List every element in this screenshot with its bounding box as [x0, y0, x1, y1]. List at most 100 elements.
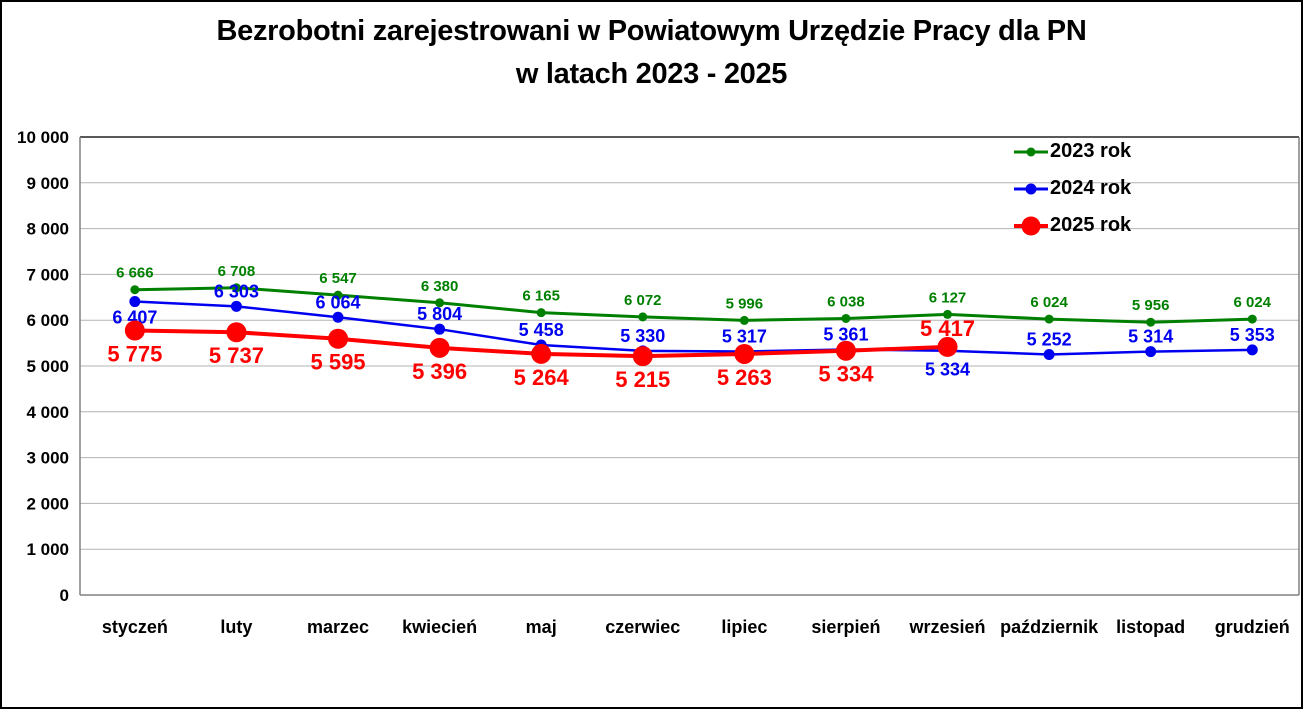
data-point-label: 5 330: [620, 326, 665, 346]
data-point: [124, 320, 145, 341]
chart-title: Bezrobotni zarejestrowani w Powiatowym U…: [2, 10, 1301, 96]
x-axis-tick-label: luty: [220, 617, 252, 637]
data-point: [536, 308, 546, 318]
data-point: [328, 328, 349, 349]
data-point: [429, 337, 450, 358]
x-axis-tick-label: czerwiec: [605, 617, 680, 637]
data-point-label: 5 353: [1230, 325, 1275, 345]
data-point-label: 5 264: [514, 365, 570, 390]
data-point-label: 6 024: [1233, 294, 1271, 311]
data-point-label: 6 666: [116, 265, 154, 282]
data-point: [1043, 348, 1055, 360]
data-point: [333, 290, 343, 300]
legend-item-2025: 2025 rok: [1014, 207, 1131, 244]
legend-label-2025: 2025 rok: [1050, 214, 1132, 236]
data-point: [739, 315, 749, 325]
data-point-label: 6 303: [214, 281, 259, 301]
legend-label-2024: 2024 rok: [1050, 177, 1132, 199]
data-point-label: 6 064: [315, 292, 360, 312]
data-point-label: 5 458: [519, 320, 564, 340]
data-point: [332, 311, 344, 323]
x-axis-tick-label: listopad: [1116, 617, 1185, 637]
x-axis-tick-label: kwiecień: [402, 617, 477, 637]
data-point-label: 5 737: [209, 343, 264, 368]
data-point-label: 6 165: [522, 288, 560, 305]
data-point: [734, 343, 755, 364]
data-point-label: 6 024: [1030, 294, 1068, 311]
data-point-label: 5 252: [1027, 329, 1072, 349]
data-point-label: 5 956: [1132, 297, 1170, 314]
data-point-label: 5 996: [726, 295, 764, 312]
data-point: [434, 323, 446, 335]
data-point: [435, 298, 445, 308]
data-point-label: 5 804: [417, 304, 462, 324]
y-axis-tick-label: 0: [60, 586, 69, 605]
x-axis-tick-label: marzec: [307, 617, 369, 637]
data-point-label: 5 396: [412, 359, 467, 384]
data-point: [129, 296, 141, 308]
legend-item-2023: 2023 rok: [1014, 133, 1131, 170]
legend-item-2024: 2024 rok: [1014, 170, 1131, 207]
y-axis-tick-label: 8 000: [26, 220, 69, 239]
data-point: [531, 343, 552, 364]
data-point: [638, 312, 648, 322]
data-point-label: 5 317: [722, 326, 767, 346]
y-axis-tick-label: 1 000: [26, 540, 69, 559]
x-axis-tick-label: październik: [1000, 617, 1099, 637]
data-point-label: 6 380: [421, 278, 459, 295]
x-axis-tick-label: sierpień: [811, 617, 880, 637]
data-point: [835, 340, 856, 361]
legend-marker-2023-icon: [1014, 140, 1048, 164]
data-point-label: 5 314: [1128, 327, 1173, 347]
data-point: [1146, 317, 1156, 327]
y-axis-tick-label: 5 000: [26, 357, 69, 376]
legend-marker-2024-icon: [1014, 177, 1048, 201]
legend-label-2023: 2023 rok: [1050, 140, 1132, 162]
data-point-label: 6 407: [112, 308, 157, 328]
data-point-label: 5 334: [818, 362, 874, 387]
y-axis-tick-label: 4 000: [26, 403, 69, 422]
y-axis-tick-label: 10 000: [17, 128, 69, 147]
data-point-label: 5 263: [717, 365, 772, 390]
data-point-label: 6 708: [218, 263, 256, 280]
x-axis-tick-label: lipiec: [721, 617, 767, 637]
x-axis-tick-label: styczeń: [102, 617, 168, 637]
data-point-label: 6 038: [827, 293, 865, 310]
chart-title-line2: w latach 2023 - 2025: [515, 58, 788, 90]
data-point-label: 6 127: [929, 289, 967, 306]
data-point-label: 5 361: [823, 324, 868, 344]
data-point: [943, 309, 953, 319]
data-point-label: 6 072: [624, 292, 662, 309]
x-axis-tick-label: grudzień: [1215, 617, 1290, 637]
data-point: [937, 336, 958, 357]
series-line-2024-rok: [134, 300, 1253, 356]
y-axis-tick-label: 9 000: [26, 174, 69, 193]
chart-title-line1: Bezrobotni zarejestrowani w Powiatowym U…: [216, 15, 1087, 47]
data-point-label: 5 417: [920, 316, 975, 341]
data-point-label: 5 595: [310, 350, 365, 375]
data-point: [1247, 314, 1257, 324]
data-point: [230, 300, 242, 312]
data-point-label: 6 547: [319, 270, 357, 287]
legend-marker-2025-icon: [1014, 214, 1048, 238]
data-point: [1145, 346, 1157, 358]
legend: 2023 rok 2024 rok 2025 rok: [1014, 133, 1131, 244]
y-axis-tick-label: 7 000: [26, 265, 69, 284]
x-axis-tick-label: maj: [526, 617, 557, 637]
data-point: [1246, 344, 1258, 356]
data-point: [130, 285, 140, 295]
data-point-label: 5 775: [107, 342, 162, 367]
data-point-label: 5 215: [615, 367, 670, 392]
y-axis-tick-label: 3 000: [26, 449, 69, 468]
data-point: [841, 313, 851, 323]
data-point: [1044, 314, 1054, 324]
y-axis-tick-label: 2 000: [26, 494, 69, 513]
x-axis-tick-label: wrzesień: [908, 617, 985, 637]
series-line-2023-rok: [134, 286, 1253, 324]
data-point: [632, 346, 653, 367]
y-axis-tick-label: 6 000: [26, 311, 69, 330]
data-point-label: 5 334: [925, 360, 970, 380]
data-point: [226, 322, 247, 343]
